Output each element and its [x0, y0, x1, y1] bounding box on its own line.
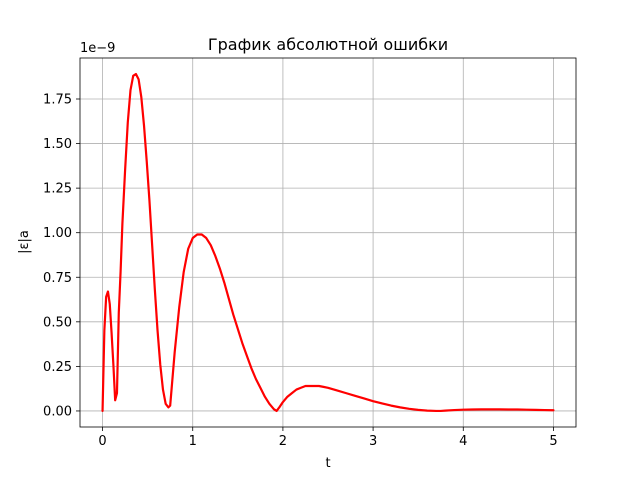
y-axis-offset-label: 1e−9: [80, 41, 115, 56]
y-tick-label: 1.25: [43, 182, 72, 197]
y-tick-label: 1.75: [43, 93, 72, 108]
x-axis-ticks: 0 1 2 3 4 5: [98, 427, 558, 449]
x-tick-label: 3: [369, 434, 377, 449]
x-tick-label: 0: [98, 434, 106, 449]
y-tick-label: 0.50: [43, 315, 72, 330]
x-axis-label: t: [325, 456, 330, 471]
y-tick-label: 1.00: [43, 226, 72, 241]
y-tick-label: 1.50: [43, 137, 72, 152]
x-tick-label: 1: [189, 434, 197, 449]
grid: [80, 58, 576, 427]
error-series-line: [101, 72, 555, 413]
x-tick-label: 5: [549, 434, 557, 449]
x-tick-label: 2: [279, 434, 287, 449]
y-axis-label: |ε|a: [17, 230, 32, 254]
chart-title: График абсолютной ошибки: [208, 35, 448, 54]
plot-area-background: [80, 58, 576, 427]
x-tick-label: 4: [459, 434, 467, 449]
plot-frame: [79, 57, 577, 428]
y-tick-label: 0.25: [43, 360, 72, 375]
y-tick-label: 0.75: [43, 271, 72, 286]
plot-lines: [101, 72, 555, 413]
y-axis-ticks: 0.00 0.25 0.50 0.75 1.00 1.25 1.50 1.75: [43, 93, 80, 419]
y-tick-label: 0.00: [43, 404, 72, 419]
